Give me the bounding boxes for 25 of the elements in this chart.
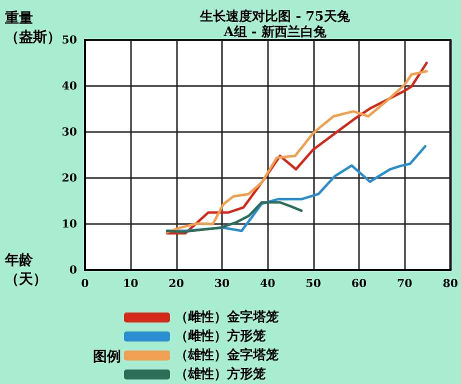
x-tick-label: 10 [123,277,139,290]
x-tick-label: 30 [214,277,230,290]
legend-label: （雌性）金字塔笼 [175,309,279,325]
x-tick-label: 50 [306,277,322,290]
x-axis-title: 年龄（天） [4,252,47,288]
chart-title: 生长速度对比图 - 75天兔 [199,8,351,24]
legend-label: （雄性）金字塔笼 [175,347,279,363]
legend-title: 图例 [93,349,121,365]
y-axis-title: 重量（盎斯） [4,10,61,46]
x-tick-label: 0 [81,277,90,290]
y-tick-label: 0 [69,264,78,276]
line-series [166,201,303,234]
y-tick-label: 20 [62,172,78,184]
y-tick-label: 30 [62,126,78,138]
y-tick-label: 40 [62,80,78,92]
x-tick-label: 60 [351,277,368,290]
y-tick-label: 10 [62,218,78,230]
legend-label: （雌性）方形笼 [175,328,266,344]
legend-label: （雄性）方形笼 [175,366,266,382]
y-tick-label: 50 [62,34,78,46]
x-tick-label: 80 [442,277,458,290]
x-tick-label: 70 [397,277,413,290]
x-tick-label: 40 [260,277,276,290]
chart-subtitle: A组 - 新西兰白兔 [222,24,328,40]
x-tick-label: 20 [168,277,184,290]
